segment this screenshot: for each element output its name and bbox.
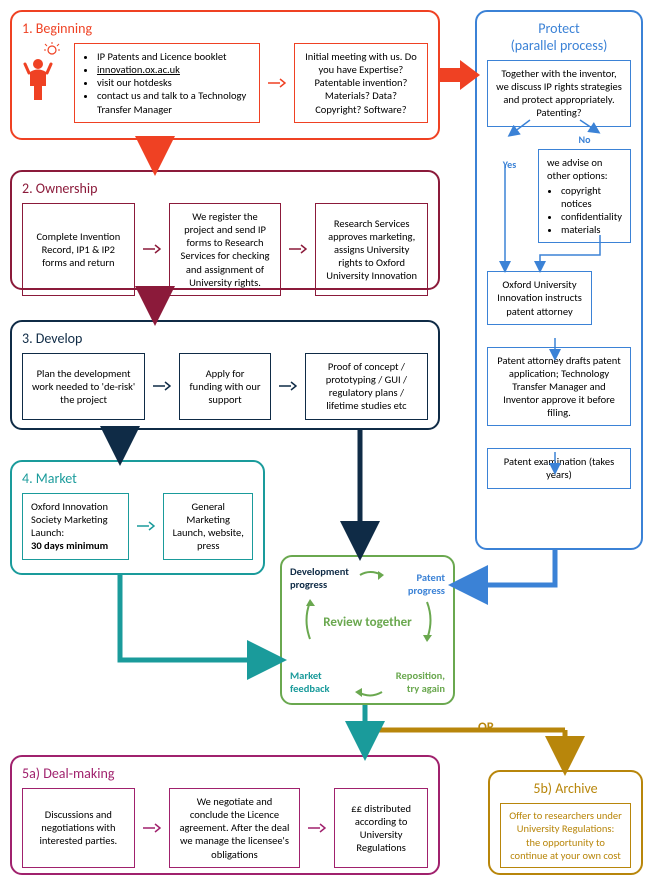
- s1-item-1: IP Patents and Licence booklet: [97, 50, 251, 63]
- or-label: OR: [478, 720, 494, 735]
- s1-item-2: innovation.ox.ac.uk: [97, 63, 251, 76]
- s5a-box2: We negotiate and conclude the Licence ag…: [169, 788, 301, 868]
- review-cycle: Development progress Patent progress Rev…: [280, 555, 455, 705]
- s5a-box1: Discussions and negotiations with intere…: [22, 788, 135, 868]
- cycle-arrows-icon: [282, 557, 457, 707]
- arrow-icon: [143, 788, 161, 868]
- arrow-icon: [268, 43, 286, 123]
- s3-box1: Plan the development work needed to 'de-…: [22, 353, 145, 420]
- protect-title: Protect (parallel process): [487, 20, 631, 54]
- stage4-title: 4. Market: [22, 470, 253, 487]
- p2-i1: copyright notices: [561, 184, 622, 210]
- protect-p5: Patent examination (takes years): [487, 448, 631, 488]
- innovation-link: innovation.ox.ac.uk: [97, 63, 180, 76]
- stage-dealmaking: 5a) Deal-making Discussions and negotiat…: [10, 755, 440, 875]
- s4-box2: General Marketing Launch, website, press: [163, 493, 253, 560]
- protect-p2: we advise on other options: copyright no…: [538, 149, 631, 244]
- protect-p1: Together with the inventor, we discuss I…: [487, 60, 631, 127]
- arrow-icon: [289, 203, 307, 296]
- stage1-box-meeting: Initial meeting with us. Do you have Exp…: [294, 43, 428, 123]
- s1-item-3: visit our hotdesks: [97, 76, 251, 89]
- protect-no: No: [538, 133, 631, 146]
- stage1-title: 1. Beginning: [22, 20, 428, 37]
- s3-box3: Proof of concept / prototyping / GUI / r…: [305, 353, 428, 420]
- p2-i2: confidentiality: [561, 210, 622, 223]
- protect-p3: Oxford University Innovation instructs p…: [487, 271, 592, 324]
- p2-i3: materials: [561, 223, 622, 236]
- s4-b1-pre: Oxford Innovation Society Marketing Laun…: [31, 500, 120, 539]
- stage5a-title: 5a) Deal-making: [22, 765, 428, 782]
- stage-market: 4. Market Oxford Innovation Society Mark…: [10, 460, 265, 575]
- s5b-box: Offer to researchers under University Re…: [500, 803, 631, 868]
- arrow-icon: [279, 353, 297, 420]
- s5a-box3: ££ distributed according to University R…: [334, 788, 428, 868]
- arrow-icon: [143, 203, 161, 296]
- protect-p4: Patent attorney drafts patent applicatio…: [487, 347, 631, 427]
- s2-box3: Research Services approves marketing, as…: [315, 203, 428, 296]
- stage-beginning: 1. Beginning IP Patents and Licence book…: [10, 10, 440, 140]
- arrow-icon: [137, 493, 155, 560]
- s2-box2: We register the project and send IP form…: [169, 203, 282, 296]
- protect-yes: Yes: [487, 133, 532, 171]
- stage-develop: 3. Develop Plan the development work nee…: [10, 320, 440, 430]
- arrow-icon: [308, 788, 326, 868]
- s2-box1: Complete Invention Record, IP1 & IP2 for…: [22, 203, 135, 296]
- stage5b-title: 5b) Archive: [500, 780, 631, 797]
- stage-archive: 5b) Archive Offer to researchers under U…: [488, 770, 643, 875]
- protect-p2-pre: we advise on other options:: [547, 156, 622, 182]
- stage-ownership: 2. Ownership Complete Invention Record, …: [10, 170, 440, 290]
- stage3-title: 3. Develop: [22, 330, 428, 347]
- s4-box1: Oxford Innovation Society Marketing Laun…: [22, 493, 129, 560]
- stage1-box-resources: IP Patents and Licence booklet innovatio…: [74, 43, 260, 123]
- s1-item-4: contact us and talk to a Technology Tran…: [97, 89, 251, 115]
- arrow-icon: [153, 353, 171, 420]
- s3-box2: Apply for funding with our support: [179, 353, 271, 420]
- protect-column: Protect (parallel process) Together with…: [475, 10, 643, 550]
- stage2-title: 2. Ownership: [22, 180, 428, 197]
- person-idea-icon: [22, 42, 62, 107]
- s4-b1-bold: 30 days minimum: [31, 539, 120, 552]
